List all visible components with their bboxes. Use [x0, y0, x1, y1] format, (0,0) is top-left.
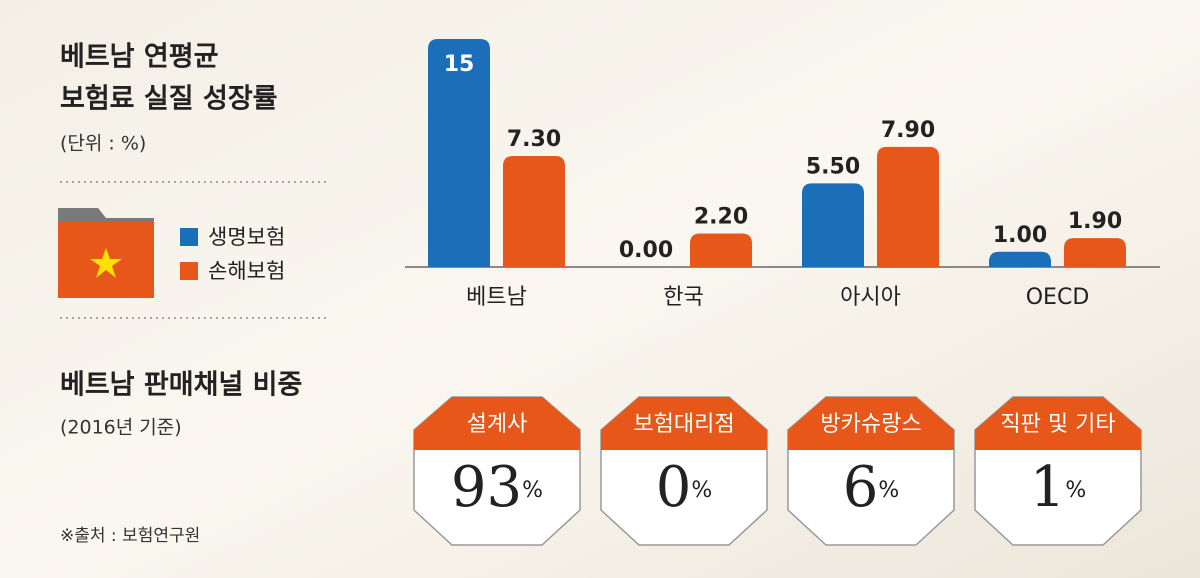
unit-note: (단위 : %) — [60, 133, 146, 155]
x-tick-label: OECD — [1026, 285, 1090, 310]
value-label: 1.00 — [993, 223, 1047, 248]
value-label: 5.50 — [806, 154, 860, 179]
badge-number: 6 — [843, 455, 879, 520]
badge-number: 0 — [656, 455, 692, 520]
badge-label: 직판 및 기타 — [1000, 412, 1115, 437]
badge-value: 93% — [451, 455, 543, 520]
channel-badge: 설계사 93% — [413, 396, 581, 546]
value-label: 0.00 — [619, 238, 673, 263]
badge-label: 설계사 — [467, 412, 528, 437]
badge-label: 방카슈랑스 — [820, 412, 921, 437]
legend-swatch — [180, 228, 198, 246]
section-subtitle: (2016년 기준) — [60, 417, 182, 439]
channel-badge: 방카슈랑스 6% — [787, 396, 955, 546]
badge-label: 보험대리점 — [633, 412, 734, 437]
bar — [690, 233, 752, 267]
bar — [877, 146, 939, 267]
channel-badge: 직판 및 기타 1% — [974, 396, 1142, 546]
badge-header — [975, 397, 1141, 450]
x-tick-label: 아시아 — [840, 285, 901, 310]
value-label: 7.90 — [881, 118, 935, 143]
badge-number: 1 — [1030, 455, 1066, 520]
value-label: 15 — [444, 52, 475, 77]
bar — [802, 183, 864, 267]
badge-value: 6% — [843, 455, 900, 520]
source: ※출처 : 보험연구원 — [60, 526, 200, 546]
badge-header — [414, 397, 580, 450]
badge-number: 93 — [451, 455, 522, 520]
badge-value: 1% — [1030, 455, 1087, 520]
bar — [428, 39, 490, 267]
value-label: 2.20 — [694, 205, 748, 230]
badge-suffix: % — [522, 478, 543, 503]
flag-folder-icon — [58, 208, 154, 298]
legend-label: 손해보험 — [208, 259, 285, 283]
value-label: 1.90 — [1068, 209, 1122, 234]
bar — [989, 251, 1051, 267]
x-tick-label: 베트남 — [466, 285, 527, 310]
legend-swatch — [180, 262, 198, 280]
channel-badge: 보험대리점 0% — [600, 396, 768, 546]
section-title: 베트남 판매채널 비중 — [60, 370, 302, 401]
value-label: 7.30 — [507, 127, 561, 152]
legend-label: 생명보험 — [208, 225, 285, 249]
title-line: 베트남 연평균 — [60, 42, 218, 73]
x-tick-label: 한국 — [663, 285, 703, 310]
badge-suffix: % — [878, 478, 899, 503]
bar — [503, 156, 565, 267]
badge-header — [601, 397, 767, 450]
badge-suffix: % — [691, 478, 712, 503]
badge-header — [788, 397, 954, 450]
badge-suffix: % — [1065, 478, 1086, 503]
title-line: 보험료 실질 성장률 — [60, 84, 278, 115]
badge-value: 0% — [656, 455, 713, 520]
bar — [1064, 238, 1126, 267]
